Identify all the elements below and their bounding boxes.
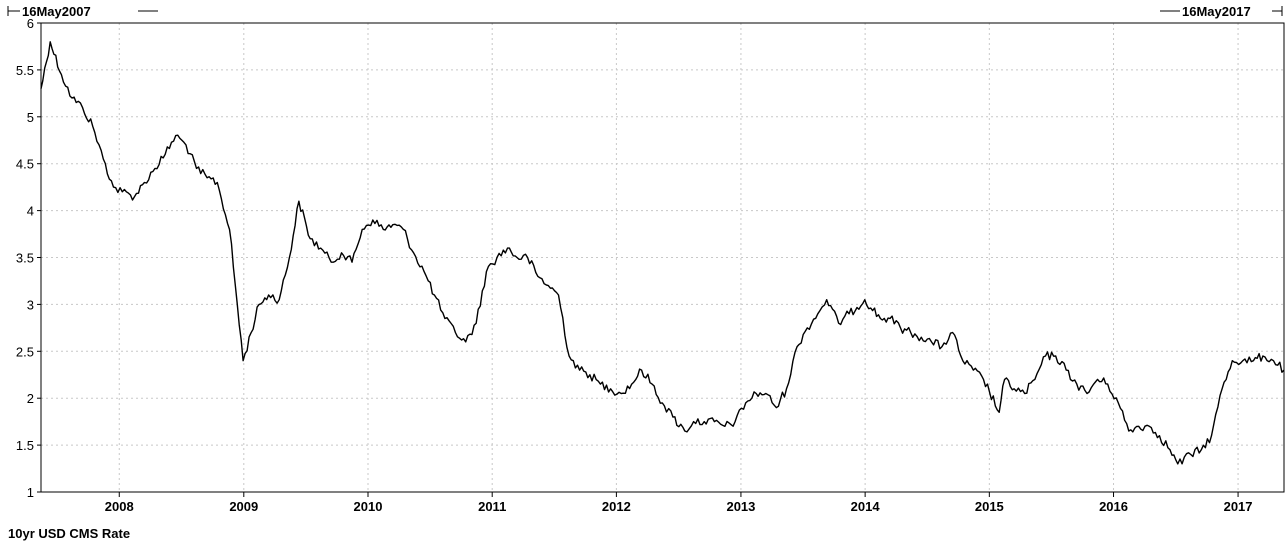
- y-tick-label: 6: [27, 16, 34, 31]
- x-tick-label: 2012: [602, 499, 631, 514]
- y-tick-label: 1: [27, 485, 34, 500]
- y-tick-label: 4: [27, 204, 34, 219]
- x-tick-label: 2017: [1224, 499, 1253, 514]
- range-end-label: 16May2017: [1182, 4, 1251, 19]
- series-line: [40, 41, 1285, 465]
- grid-lines: [41, 23, 1284, 492]
- x-tick-label: 2014: [851, 499, 881, 514]
- y-tick-label: 5: [27, 110, 34, 125]
- y-tick-label: 1.5: [16, 438, 34, 453]
- y-tick-label: 2: [27, 391, 34, 406]
- series-title: 10yr USD CMS Rate: [8, 526, 130, 541]
- range-start-label: 16May2007: [22, 4, 91, 19]
- x-tick-label: 2008: [105, 499, 134, 514]
- y-tick-label: 3.5: [16, 251, 34, 266]
- x-tick-label: 2015: [975, 499, 1004, 514]
- y-tick-label: 3: [27, 297, 34, 312]
- x-tick-label: 2010: [354, 499, 383, 514]
- x-tick-label: 2011: [478, 499, 506, 514]
- y-tick-label: 4.5: [16, 157, 34, 172]
- y-tick-label: 2.5: [16, 344, 34, 359]
- range-end-marker: 16May2017: [1160, 4, 1283, 19]
- x-tick-label: 2009: [229, 499, 258, 514]
- range-start-marker: 16May2007: [7, 4, 158, 19]
- x-tick-label: 2013: [726, 499, 755, 514]
- x-axis: 2008 2009 2010 2011 2012 2013 2014 2015 2016 2017: [105, 492, 1253, 514]
- series-group: [40, 41, 1285, 465]
- y-axis: 1 1.5 2 2.5 3 3.5 4 4.5 5 5.5 6: [16, 16, 41, 500]
- y-tick-label: 5.5: [16, 63, 34, 78]
- x-tick-label: 2016: [1099, 499, 1128, 514]
